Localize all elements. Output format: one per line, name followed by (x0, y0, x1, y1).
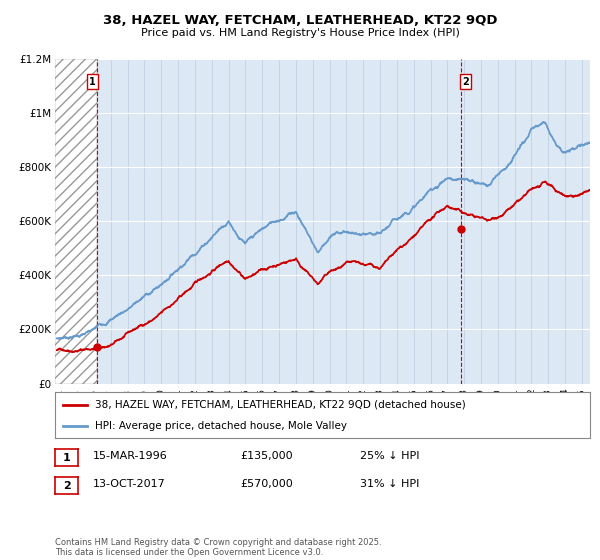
Text: £135,000: £135,000 (240, 451, 293, 461)
Text: £570,000: £570,000 (240, 479, 293, 489)
Text: 38, HAZEL WAY, FETCHAM, LEATHERHEAD, KT22 9QD (detached house): 38, HAZEL WAY, FETCHAM, LEATHERHEAD, KT2… (95, 400, 466, 410)
Text: 2: 2 (463, 77, 469, 87)
Text: Contains HM Land Registry data © Crown copyright and database right 2025.
This d: Contains HM Land Registry data © Crown c… (55, 538, 382, 557)
Text: 31% ↓ HPI: 31% ↓ HPI (360, 479, 419, 489)
Text: HPI: Average price, detached house, Mole Valley: HPI: Average price, detached house, Mole… (95, 422, 347, 431)
Text: 1: 1 (63, 452, 70, 463)
Text: 25% ↓ HPI: 25% ↓ HPI (360, 451, 419, 461)
Text: 2: 2 (63, 480, 70, 491)
Text: 15-MAR-1996: 15-MAR-1996 (93, 451, 168, 461)
Text: 1: 1 (89, 77, 96, 87)
Text: Price paid vs. HM Land Registry's House Price Index (HPI): Price paid vs. HM Land Registry's House … (140, 28, 460, 38)
Text: 13-OCT-2017: 13-OCT-2017 (93, 479, 166, 489)
Text: 38, HAZEL WAY, FETCHAM, LEATHERHEAD, KT22 9QD: 38, HAZEL WAY, FETCHAM, LEATHERHEAD, KT2… (103, 14, 497, 27)
Bar (55, 59, 97, 384)
